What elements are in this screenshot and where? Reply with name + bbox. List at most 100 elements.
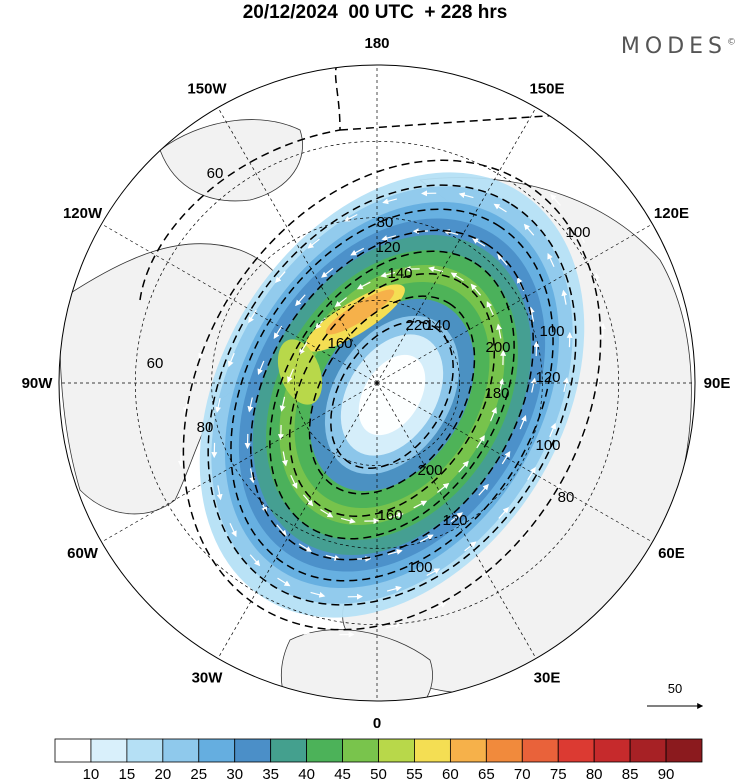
wind-vector [426,568,441,577]
meridian-line [376,223,653,384]
longitude-label: 60E [658,545,685,562]
wind-vector [343,213,358,222]
wind-speed-band [358,354,426,436]
wind-vector [595,376,602,392]
colorbar-label: 50 [370,766,387,782]
height-contour [288,272,496,518]
wind-vector [470,283,482,296]
wind-vector [382,198,398,205]
height-contour [207,184,577,606]
longitude-labels: 180 150E 120E 90E 60E 30E 0 30W 60W 90W 120W 150W [22,35,731,732]
longitude-label: 150W [187,81,227,98]
wind-vector [486,301,494,316]
wind-vector [523,223,535,236]
colorbar-swatch [557,738,595,763]
wind-vector [501,450,511,465]
colorbar-label: 70 [514,766,531,782]
wind-vector [562,377,569,393]
wind-vector [436,482,450,493]
wind-vector [530,377,537,393]
wind-vector [498,378,505,394]
colorbar-swatch [449,738,487,763]
wind-vector [321,267,334,278]
colorbar-label: 85 [622,766,639,782]
colorbar-swatch [126,738,164,763]
wind-vector [476,435,485,449]
wind-vector [473,155,489,162]
colorbar-swatch [485,738,523,763]
colorbar-swatch [629,738,667,763]
modes-logo: MODES© [621,34,736,59]
contour-label: 120 [375,239,400,256]
wind-vector [549,422,557,438]
wind-vector [515,169,529,178]
colorbar-swatch [270,738,308,763]
contour-label: 140 [425,317,450,334]
contour-label: 100 [535,437,560,454]
logo-mark: © [727,37,736,48]
longitude-label: 150E [529,81,564,98]
contour-label: 180 [484,385,509,402]
contour-label: 160 [327,335,352,352]
wind-vector [458,192,474,199]
land-alaska [159,119,303,202]
contour-label: 80 [197,419,214,436]
longitude-label: 180 [364,35,389,52]
colorbar-swatch [234,738,272,763]
colorbar-swatch [414,738,451,763]
wind-vector [413,500,428,509]
logo-text: MODES [620,34,727,59]
wind-vector [496,323,503,339]
colorbar-label: 45 [334,766,351,782]
wind-vector [527,466,536,481]
wind-vector [577,228,585,243]
wind-vector [380,271,396,278]
wind-vector [273,325,283,340]
height-contour [269,250,515,540]
height-contours [139,65,602,631]
wind-vector [388,512,404,519]
contour-label: 80 [558,489,575,506]
contour-label: 80 [377,214,394,231]
colorbar-swatch [342,738,379,763]
wind-vector [561,289,568,305]
wind-vector [249,554,261,567]
wind-vector [249,468,256,484]
latitude-circle [293,299,461,467]
jet-core-50 [277,339,323,405]
height-contour [249,229,535,561]
colorbar-label: 25 [190,766,207,782]
wind-vector [464,541,477,552]
contour-label: 140 [387,265,412,282]
meridian-line [376,382,537,659]
wind-vector [458,460,469,473]
wind-vector [257,360,265,376]
longitude-label: 0 [373,715,381,732]
height-contour-60 [139,65,561,301]
wind-vector [340,517,356,524]
wind-vector [381,235,397,241]
map-title: 20/12/2024 00 UTC + 228 hrs [242,2,508,23]
longitude-label: 90E [704,375,731,392]
wind-vector [310,591,326,598]
wind-vector [493,203,507,213]
meridian-line [101,223,378,384]
colorbar-label: 55 [406,766,423,782]
wind-vector [279,396,286,412]
contour-label: 220 [405,317,430,334]
meridian-line [376,382,653,543]
wind-vector [498,507,509,519]
colorbar-label: 60 [442,766,459,782]
wind-vector [307,238,320,249]
longitude-label: 120E [654,205,689,222]
wind-vector [223,584,234,597]
colorbar-swatch [54,738,92,763]
colorbar-label: 90 [658,766,675,782]
wind-vector [248,309,257,324]
wind-vector [255,612,269,621]
wind-vector [299,341,308,355]
wind-vector [184,502,190,518]
longitude-label: 30E [534,669,561,686]
meridian-line [101,382,378,543]
